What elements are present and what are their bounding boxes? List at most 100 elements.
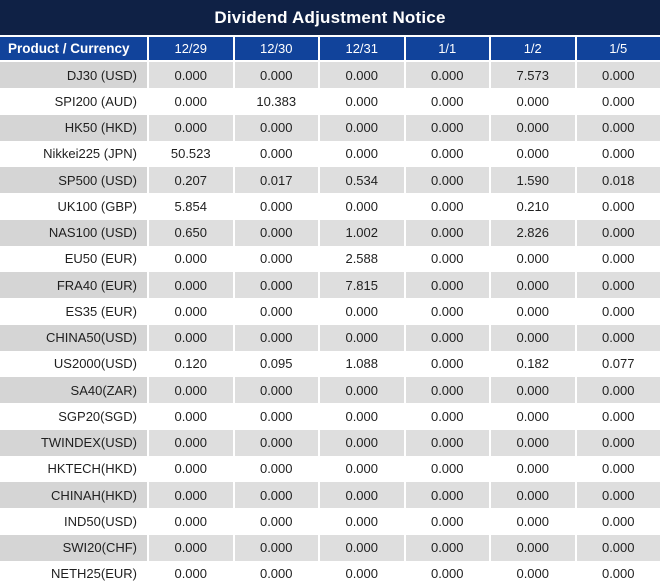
dividend-value: 0.000 (234, 560, 318, 587)
dividend-value: 0.000 (234, 534, 318, 561)
dividend-value: 1.002 (320, 219, 404, 246)
product-label: FRA40 (EUR) (0, 272, 147, 299)
header-date: 1/1 (405, 37, 489, 60)
product-label: ES35 (EUR) (0, 298, 147, 325)
dividend-value: 0.000 (234, 193, 318, 220)
product-label: SA40(ZAR) (0, 377, 147, 404)
product-label: NETH25(EUR) (0, 560, 147, 587)
table-row: SP500 (USD) 0.207 0.017 0.534 0.000 1.590 0.01… (0, 167, 660, 194)
dividend-value: 0.000 (149, 377, 233, 404)
table-row: FRA40 (EUR) 0.000 0.000 7.815 0.000 0.000 0.00… (0, 272, 660, 299)
dividend-value: 0.000 (405, 350, 489, 377)
table-row: EU50 (EUR) 0.000 0.000 2.588 0.000 0.000 0.000 (0, 245, 660, 272)
dividend-value: 0.017 (234, 167, 318, 194)
dividend-value: 0.000 (234, 62, 318, 89)
dividend-value: 0.000 (234, 219, 318, 246)
dividend-value: 0.000 (234, 429, 318, 456)
dividend-value: 0.182 (491, 350, 575, 377)
dividend-value: 0.000 (576, 403, 660, 430)
dividend-value: 0.207 (149, 167, 233, 194)
header-date: 12/29 (149, 37, 233, 60)
dividend-value: 0.000 (320, 298, 404, 325)
product-label: DJ30 (USD) (0, 62, 147, 89)
dividend-value: 0.000 (234, 377, 318, 404)
dividend-value: 0.000 (234, 508, 318, 535)
table-row: HKTECH(HKD) 0.000 0.000 0.000 0.000 0.000 0.00… (0, 455, 660, 482)
product-label: NAS100 (USD) (0, 219, 147, 246)
table-row: SA40(ZAR) 0.000 0.000 0.000 0.000 0.000 0.000 (0, 377, 660, 404)
dividend-value: 0.000 (405, 88, 489, 115)
dividend-value: 0.000 (320, 377, 404, 404)
dividend-value: 0.000 (576, 508, 660, 535)
dividend-value: 0.000 (405, 482, 489, 509)
product-label: EU50 (EUR) (0, 245, 147, 272)
product-label: SWI20(CHF) (0, 534, 147, 561)
dividend-value: 0.000 (320, 324, 404, 351)
product-label: HKTECH(HKD) (0, 455, 147, 482)
table-row: SWI20(CHF) 0.000 0.000 0.000 0.000 0.000 0.000 (0, 534, 660, 561)
header-product-currency: Product / Currency (0, 37, 147, 60)
dividend-value: 0.000 (576, 377, 660, 404)
dividend-value: 0.210 (491, 193, 575, 220)
dividend-value: 0.000 (405, 508, 489, 535)
dividend-value: 0.000 (234, 455, 318, 482)
dividend-value: 0.000 (405, 114, 489, 141)
dividend-value: 0.000 (149, 62, 233, 89)
dividend-value: 0.000 (405, 245, 489, 272)
dividend-value: 0.000 (320, 508, 404, 535)
dividend-value: 2.588 (320, 245, 404, 272)
dividend-value: 0.000 (405, 167, 489, 194)
dividend-value: 0.000 (576, 429, 660, 456)
dividend-value: 0.000 (320, 560, 404, 587)
dividend-value: 0.000 (405, 403, 489, 430)
dividend-value: 0.000 (149, 534, 233, 561)
dividend-value: 0.000 (149, 272, 233, 299)
dividend-value: 0.000 (320, 193, 404, 220)
dividend-value: 0.000 (149, 429, 233, 456)
table-title: Dividend Adjustment Notice (0, 0, 660, 35)
dividend-value: 0.000 (405, 298, 489, 325)
product-label: CHINA50(USD) (0, 324, 147, 351)
dividend-value: 0.120 (149, 350, 233, 377)
dividend-value: 0.000 (405, 377, 489, 404)
dividend-value: 0.000 (405, 140, 489, 167)
dividend-value: 0.000 (491, 114, 575, 141)
dividend-value: 0.000 (405, 534, 489, 561)
dividend-value: 0.000 (576, 272, 660, 299)
dividend-value: 0.000 (576, 88, 660, 115)
dividend-value: 5.854 (149, 193, 233, 220)
dividend-value: 0.000 (491, 245, 575, 272)
dividend-value: 0.000 (234, 114, 318, 141)
dividend-value: 0.000 (491, 403, 575, 430)
dividend-value: 0.000 (405, 193, 489, 220)
dividend-value: 0.650 (149, 219, 233, 246)
dividend-value: 1.088 (320, 350, 404, 377)
product-label: Nikkei225 (JPN) (0, 140, 147, 167)
table-row: US2000(USD) 0.120 0.095 1.088 0.000 0.182 0.07… (0, 350, 660, 377)
dividend-value: 0.000 (149, 482, 233, 509)
dividend-value: 0.000 (576, 298, 660, 325)
dividend-value: 0.000 (149, 245, 233, 272)
dividend-value: 0.000 (576, 219, 660, 246)
dividend-value: 7.815 (320, 272, 404, 299)
dividend-value: 0.018 (576, 167, 660, 194)
dividend-value: 0.000 (576, 324, 660, 351)
dividend-value: 0.000 (234, 482, 318, 509)
dividend-value: 0.534 (320, 167, 404, 194)
table-row: ES35 (EUR) 0.000 0.000 0.000 0.000 0.000 0.000 (0, 298, 660, 325)
dividend-value: 0.000 (576, 245, 660, 272)
dividend-value: 0.000 (576, 114, 660, 141)
table-row: IND50(USD) 0.000 0.000 0.000 0.000 0.000 0.000 (0, 508, 660, 535)
product-label: US2000(USD) (0, 350, 147, 377)
dividend-value: 0.000 (491, 560, 575, 587)
dividend-value: 0.000 (405, 560, 489, 587)
dividend-value: 0.000 (149, 324, 233, 351)
dividend-value: 0.000 (234, 403, 318, 430)
dividend-value: 0.000 (234, 245, 318, 272)
table-row: HK50 (HKD) 0.000 0.000 0.000 0.000 0.000 0.000 (0, 114, 660, 141)
dividend-value: 0.000 (491, 298, 575, 325)
dividend-value: 0.000 (576, 534, 660, 561)
dividend-value: 0.000 (320, 482, 404, 509)
dividend-value: 0.000 (149, 508, 233, 535)
